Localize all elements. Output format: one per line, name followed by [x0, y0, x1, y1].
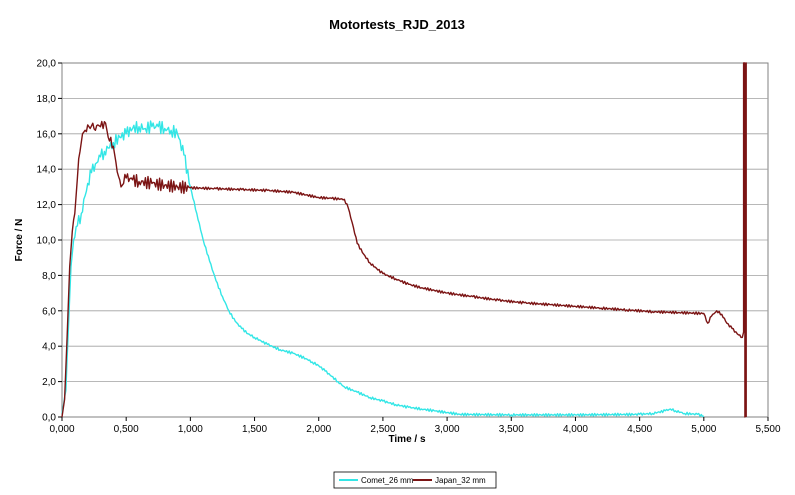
- series-group: [61, 62, 747, 418]
- x-tick-label: 3,000: [435, 424, 460, 435]
- y-tick-label: 12,0: [37, 200, 57, 211]
- y-tick-label: 0,0: [42, 413, 56, 424]
- x-tick-label: 2,000: [306, 424, 331, 435]
- x-tick-label: 2,500: [370, 424, 395, 435]
- y-tick-label: 10,0: [37, 236, 57, 247]
- x-tick-label: 4,500: [627, 424, 652, 435]
- x-tick-label: 5,500: [755, 424, 780, 435]
- legend: Comet_26 mm Japan_32 mm: [333, 471, 497, 489]
- x-tick-label: 0,000: [49, 424, 74, 435]
- y-tick-label: 8,0: [42, 271, 56, 282]
- y-axis-label: Force / N: [14, 219, 25, 262]
- legend-label-japan: Japan_32 mm: [435, 476, 486, 485]
- legend-label-comet: Comet_26 mm: [361, 476, 414, 485]
- y-tick-label: 6,0: [42, 306, 56, 317]
- chart-title: Motortests_RJD_2013: [329, 17, 465, 32]
- gridlines: [62, 98, 768, 383]
- series-line-comet: [61, 120, 704, 418]
- y-tick-label: 18,0: [37, 94, 57, 105]
- x-tick-label: 5,000: [691, 424, 716, 435]
- x-tick-label: 1,500: [242, 424, 267, 435]
- y-tick-label: 2,0: [42, 377, 56, 388]
- y-tick-label: 14,0: [37, 165, 57, 176]
- x-tick-label: 1,000: [178, 424, 203, 435]
- y-tick-label: 16,0: [37, 129, 57, 140]
- series-line-japan: [61, 62, 747, 418]
- x-axis-ticks: 0,000 0,500 1,000 1,500 2,000 2,500 3,000 3,500…: [49, 417, 781, 435]
- y-axis-ticks: 0,0 2,0 4,0 6,0 8,0 10,0 12,0 14,0 16,0 18,0 20,0: [37, 59, 62, 424]
- x-tick-label: 3,500: [499, 424, 524, 435]
- x-tick-label: 4,000: [563, 424, 588, 435]
- y-tick-label: 4,0: [42, 342, 56, 353]
- y-tick-label: 20,0: [37, 59, 57, 70]
- x-tick-label: 0,500: [114, 424, 139, 435]
- x-axis-label: Time / s: [388, 434, 425, 445]
